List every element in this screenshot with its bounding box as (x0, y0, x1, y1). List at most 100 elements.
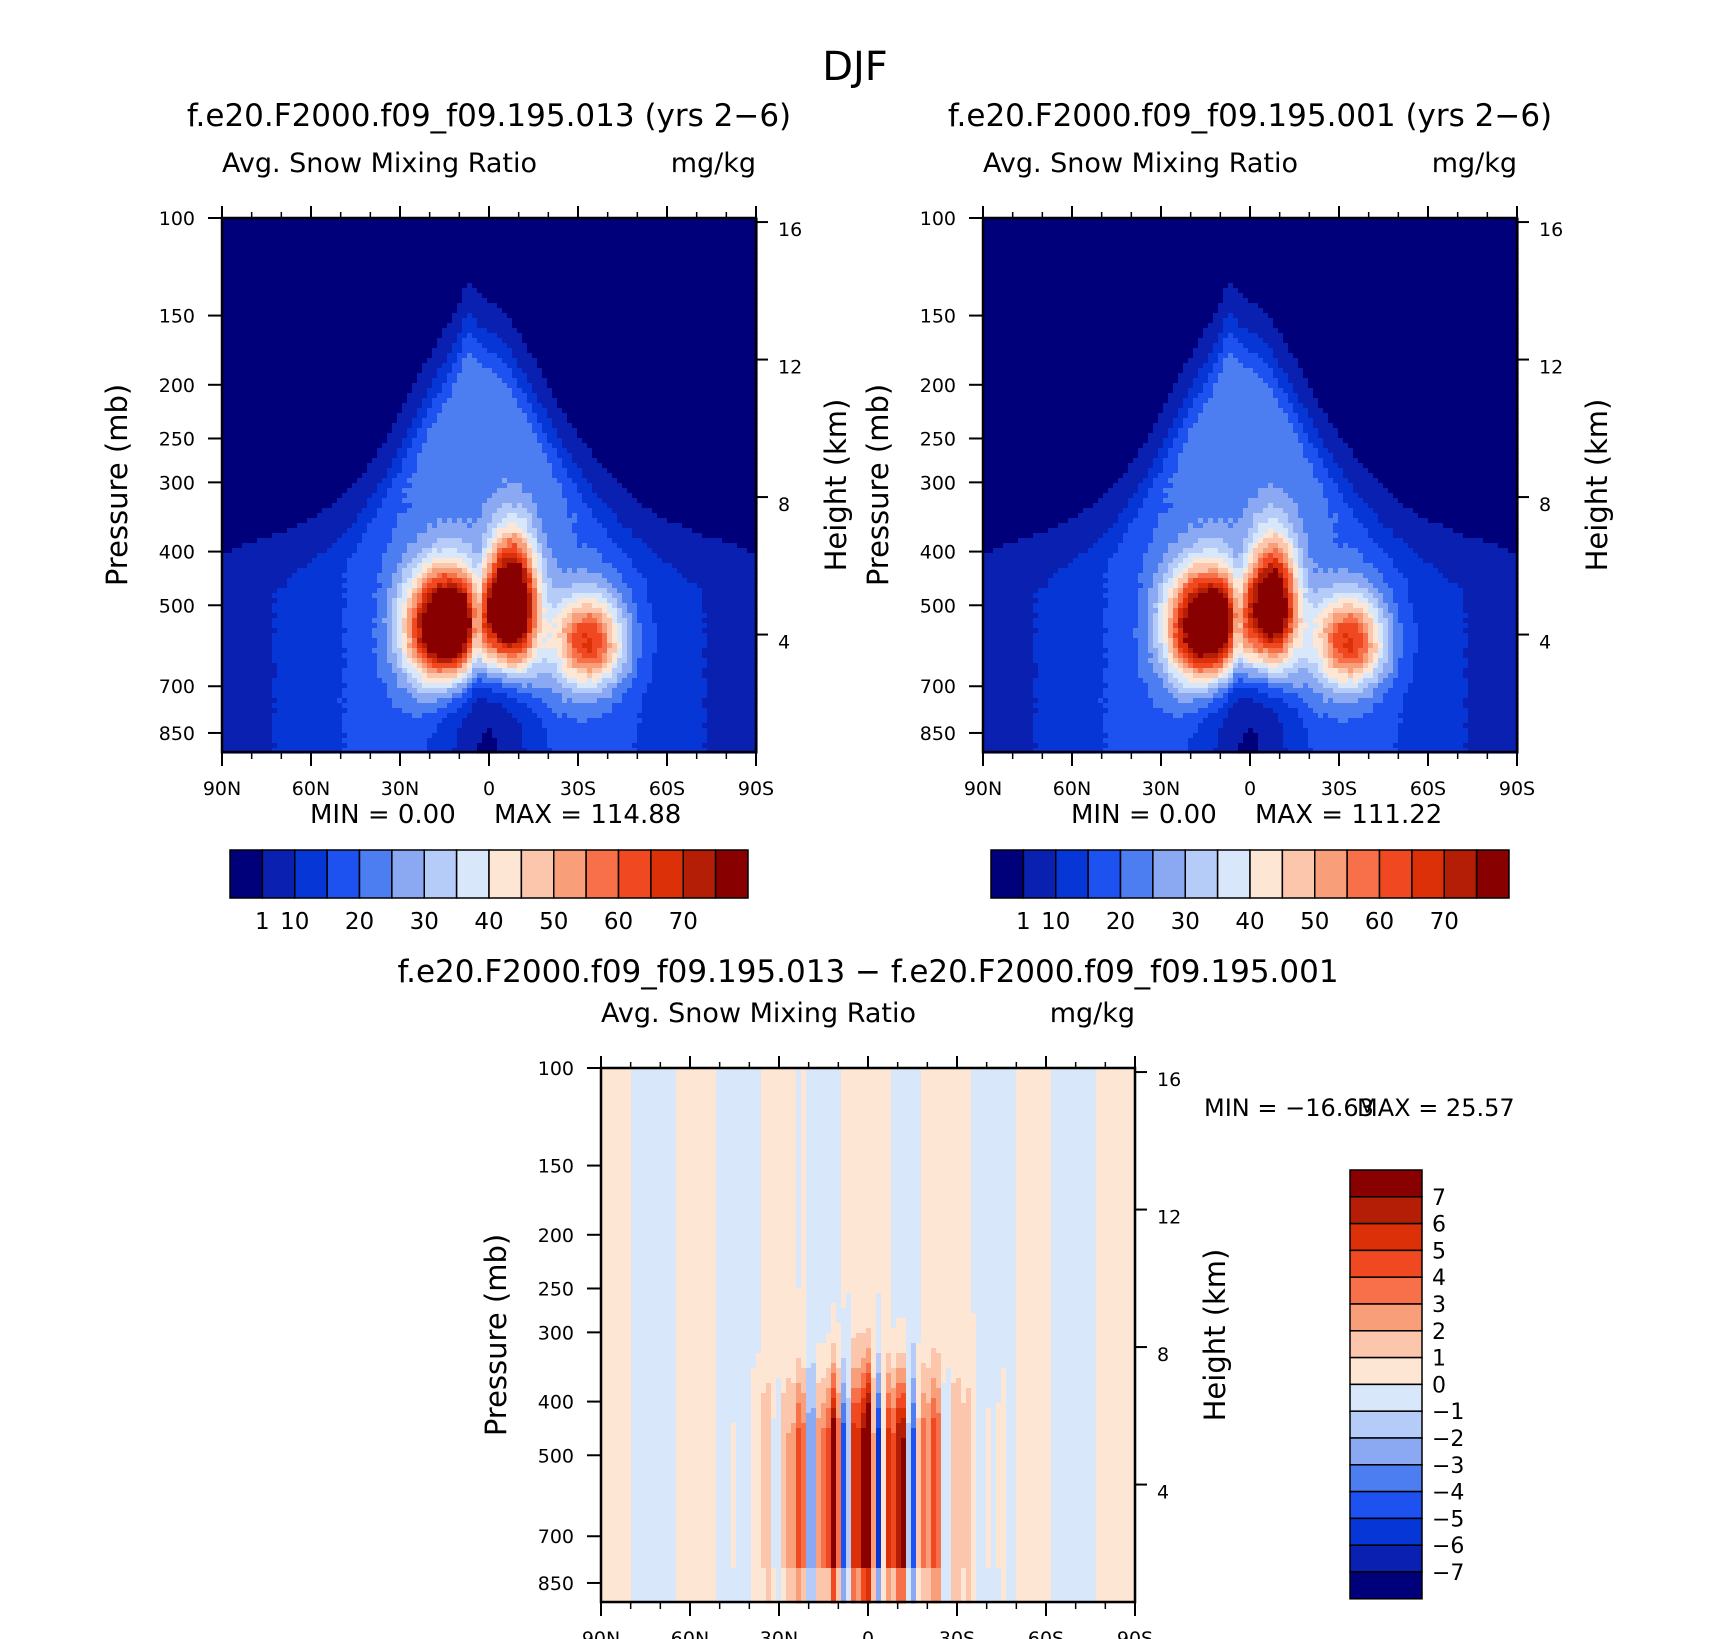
field-cell (407, 728, 413, 734)
field-cell (337, 283, 343, 289)
field-cell (287, 468, 293, 474)
field-cell (367, 683, 373, 689)
field-cell (227, 453, 233, 459)
field-cell (247, 553, 253, 559)
field-cell (307, 278, 313, 284)
field-cell (422, 448, 428, 454)
field-cell (357, 673, 363, 679)
field-cell (362, 623, 368, 629)
field-cell (342, 348, 348, 354)
field-cell (367, 468, 373, 474)
field-cell (362, 398, 368, 404)
field-cell (402, 738, 408, 744)
field-cell (362, 438, 368, 444)
field-cell (317, 283, 323, 289)
field-cell (397, 663, 403, 669)
field-cell (252, 533, 258, 539)
field-cell (332, 538, 338, 544)
field-cell (347, 723, 353, 729)
field-cell (252, 653, 258, 659)
field-cell (337, 518, 343, 524)
field-cell (437, 663, 443, 669)
field-cell (292, 403, 298, 409)
field-cell (387, 318, 393, 324)
field-cell (332, 433, 338, 439)
field-cell (352, 433, 358, 439)
field-cell (392, 683, 398, 689)
field-cell (432, 308, 438, 314)
field-cell (357, 403, 363, 409)
field-cell (362, 408, 368, 414)
field-cell (237, 688, 243, 694)
field-cell (287, 248, 293, 254)
field-cell (447, 558, 453, 564)
field-cell (447, 443, 453, 449)
field-cell (322, 543, 328, 549)
field-cell (307, 688, 313, 694)
field-cell (322, 443, 328, 449)
field-cell (282, 558, 288, 564)
field-cell (292, 313, 298, 319)
field-cell (297, 303, 303, 309)
field-cell (357, 618, 363, 624)
field-cell (302, 663, 308, 669)
field-cell (327, 253, 333, 259)
field-cell (227, 573, 233, 579)
field-cell (372, 568, 378, 574)
field-cell (377, 553, 383, 559)
field-cell (417, 473, 423, 479)
field-cell (377, 428, 383, 434)
field-cell (332, 478, 338, 484)
field-cell (432, 393, 438, 399)
field-cell (302, 508, 308, 514)
field-cell (427, 463, 433, 469)
field-cell (417, 483, 423, 489)
field-cell (407, 663, 413, 669)
field-cell (232, 278, 238, 284)
field-cell (417, 558, 423, 564)
field-cell (232, 498, 238, 504)
field-cell (252, 613, 258, 619)
field-cell (367, 238, 373, 244)
field-cell (312, 268, 318, 274)
field-cell (352, 273, 358, 279)
field-cell (322, 713, 328, 719)
field-cell (387, 233, 393, 239)
field-cell (412, 728, 418, 734)
field-cell (322, 473, 328, 479)
field-cell (352, 668, 358, 674)
field-cell (277, 653, 283, 659)
field-cell (247, 518, 253, 524)
field-cell (362, 658, 368, 664)
field-cell (402, 623, 408, 629)
field-cell (297, 483, 303, 489)
field-cell (312, 733, 318, 739)
field-cell (302, 668, 308, 674)
field-cell (272, 278, 278, 284)
field-cell (427, 383, 433, 389)
field-cell (407, 488, 413, 494)
field-cell (347, 303, 353, 309)
field-cell (222, 273, 228, 279)
field-cell (287, 703, 293, 709)
field-cell (427, 308, 433, 314)
field-cell (452, 298, 458, 304)
field-cell (422, 613, 428, 619)
field-cell (342, 678, 348, 684)
field-cell (432, 508, 438, 514)
field-cell (317, 478, 323, 484)
field-cell (382, 673, 388, 679)
field-cell (242, 263, 248, 269)
field-cell (262, 693, 268, 699)
field-cell (347, 333, 353, 339)
field-cell (382, 403, 388, 409)
field-cell (327, 693, 333, 699)
field-cell (362, 358, 368, 364)
field-cell (372, 738, 378, 744)
field-cell (442, 288, 448, 294)
field-cell (417, 538, 423, 544)
field-cell (422, 418, 428, 424)
field-cell (362, 478, 368, 484)
field-cell (392, 653, 398, 659)
field-cell (402, 508, 408, 514)
